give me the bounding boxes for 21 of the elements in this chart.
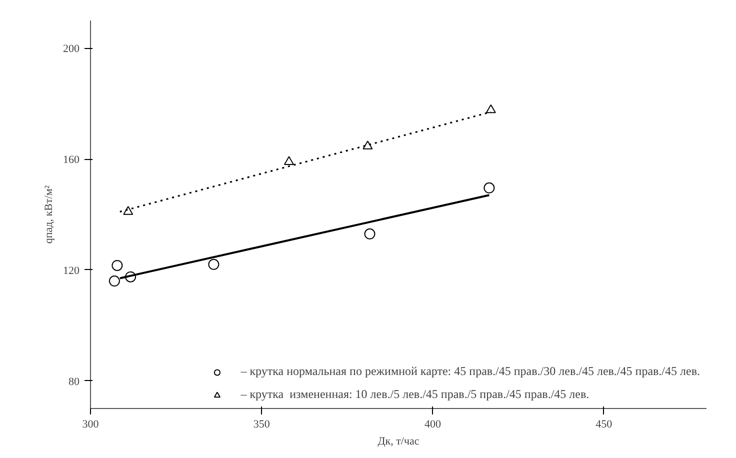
x-tick-label: 400	[424, 418, 442, 430]
point	[208, 258, 220, 270]
x-tick-label: 350	[253, 418, 270, 430]
legend-label: – крутка измененная: 10 лев./5 лев./45 прав./5 прав./45 прав./45 лев.	[240, 387, 590, 402]
y-axis-title: qпад, кВт/м²	[43, 184, 55, 244]
y-tick-label: 200	[63, 43, 80, 56]
y-tick-label: 160	[63, 154, 80, 166]
point	[484, 182, 495, 194]
x-axis-title: Дк, т/час	[378, 436, 420, 448]
point	[362, 140, 373, 150]
point	[112, 260, 123, 271]
legend-label: – крутка нормальная по режимной карте: 45 прав./45 прав./30 лев./45 лев./45 прав./45 лев.	[240, 364, 700, 379]
x-tick-label: 300	[82, 418, 100, 430]
point	[123, 206, 134, 215]
x-tick-label: 450	[596, 418, 613, 430]
y-tick-label: 80	[68, 376, 80, 388]
point	[486, 104, 496, 114]
point	[364, 228, 376, 240]
point	[284, 156, 294, 165]
point	[125, 271, 136, 282]
y-tick-label: 120	[63, 264, 80, 277]
